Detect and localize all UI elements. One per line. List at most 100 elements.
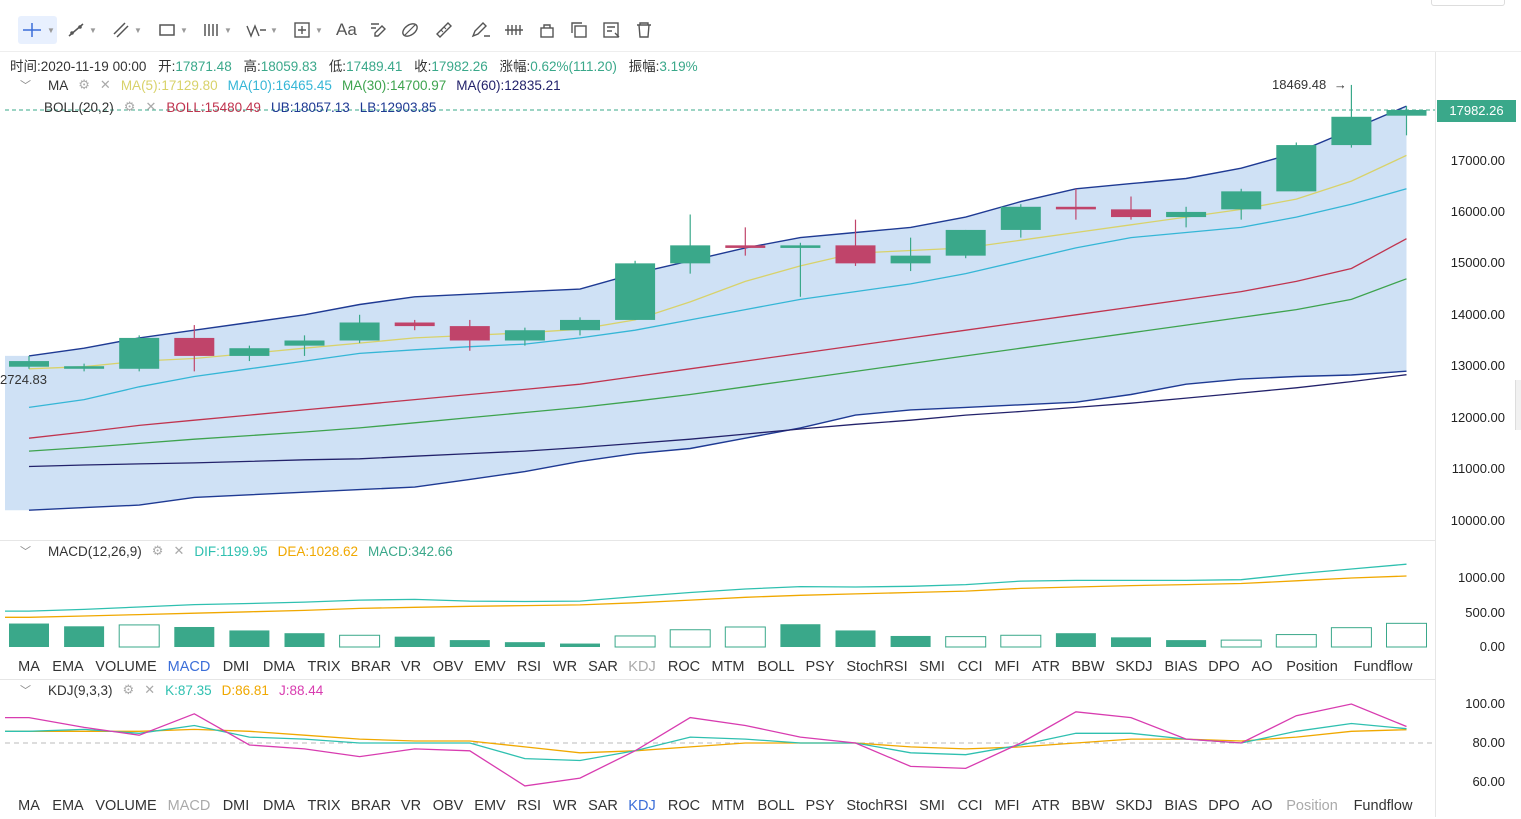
- indicator-tab-skdj[interactable]: SKDJ: [1115, 659, 1153, 675]
- indicator-tab-macd[interactable]: MACD: [167, 798, 211, 814]
- bars-tool[interactable]: ▼: [201, 16, 232, 44]
- pattern-tool[interactable]: [368, 16, 388, 44]
- indicator-tab-atr[interactable]: ATR: [1032, 798, 1060, 814]
- indicator-tab-emv[interactable]: EMV: [474, 659, 506, 675]
- indicator-tab-position[interactable]: Position: [1286, 798, 1338, 814]
- indicator-tab-trix[interactable]: TRIX: [307, 659, 341, 675]
- indicator-tab-roc[interactable]: ROC: [667, 798, 701, 814]
- indicator-tab-position[interactable]: Position: [1286, 659, 1338, 675]
- chart-canvas[interactable]: [0, 52, 1521, 817]
- settings-tool[interactable]: [601, 16, 623, 44]
- indicator-tab-macd[interactable]: MACD: [167, 659, 211, 675]
- indicator-tab-cci[interactable]: CCI: [957, 659, 983, 675]
- indicator-tab-trix[interactable]: TRIX: [307, 798, 341, 814]
- indicator-tab-brar[interactable]: BRAR: [350, 798, 392, 814]
- indicator-tab-volume[interactable]: VOLUME: [95, 659, 157, 675]
- levels-tool[interactable]: [503, 16, 525, 44]
- indicator-tab-dma[interactable]: DMA: [262, 798, 296, 814]
- indicator-tab-dpo[interactable]: DPO: [1208, 798, 1240, 814]
- indicator-tab-obv[interactable]: OBV: [432, 798, 464, 814]
- indicator-tab-smi[interactable]: SMI: [919, 798, 945, 814]
- delete-tool[interactable]: [634, 16, 654, 44]
- close-icon[interactable]: ✕: [173, 543, 185, 558]
- indicator-tab-boll[interactable]: BOLL: [757, 659, 795, 675]
- ruler-icon: [436, 22, 452, 38]
- indicator-tab-obv[interactable]: OBV: [432, 659, 464, 675]
- indicator-tab-kdj[interactable]: KDJ: [628, 659, 656, 675]
- rectangle-tool[interactable]: ▼: [157, 16, 188, 44]
- indicator-tab-bias[interactable]: BIAS: [1164, 798, 1198, 814]
- indicator-tab-ao[interactable]: AO: [1251, 659, 1273, 675]
- kdj-k-line: [5, 722, 1407, 762]
- copy-tool[interactable]: [569, 16, 589, 44]
- indicator-tab-rsi[interactable]: RSI: [516, 798, 542, 814]
- collapse-chevron-icon[interactable]: ﹀: [20, 80, 31, 92]
- gear-icon[interactable]: ⚙: [123, 99, 136, 114]
- collapse-chevron-icon[interactable]: ﹀: [20, 685, 31, 697]
- indicator-tab-atr[interactable]: ATR: [1032, 659, 1060, 675]
- indicator-tab-mtm[interactable]: MTM: [711, 798, 745, 814]
- scroll-handle[interactable]: [1515, 380, 1521, 430]
- boll-value: BOLL:15480.49: [166, 99, 261, 115]
- indicator-tab-psy[interactable]: PSY: [805, 659, 835, 675]
- indicator-tab-wr[interactable]: WR: [552, 659, 578, 675]
- toolbar-dropdown[interactable]: [1431, 0, 1505, 6]
- settings-icon: [603, 22, 620, 38]
- indicator-tab-ma[interactable]: MA: [18, 798, 40, 814]
- indicator-tab-mfi[interactable]: MFI: [994, 659, 1020, 675]
- indicator-tab-ema[interactable]: EMA: [52, 659, 84, 675]
- close-icon[interactable]: ✕: [144, 682, 156, 697]
- indicator-tab-fundflow[interactable]: Fundflow: [1353, 798, 1413, 814]
- indicator-tab-skdj[interactable]: SKDJ: [1115, 798, 1153, 814]
- indicator-tab-sar[interactable]: SAR: [588, 798, 618, 814]
- gear-icon[interactable]: ⚙: [78, 77, 90, 92]
- indicator-tab-vr[interactable]: VR: [400, 798, 422, 814]
- gear-icon[interactable]: ⚙: [122, 682, 135, 697]
- indicator-tab-roc[interactable]: ROC: [667, 659, 701, 675]
- indicator-tab-cci[interactable]: CCI: [957, 798, 983, 814]
- close-icon[interactable]: ✕: [99, 77, 111, 92]
- pen-tool[interactable]: [470, 16, 492, 44]
- indicator-tab-dpo[interactable]: DPO: [1208, 659, 1240, 675]
- indicator-tab-bbw[interactable]: BBW: [1071, 659, 1105, 675]
- indicator-tab-vr[interactable]: VR: [400, 659, 422, 675]
- crosshair-tool[interactable]: ▼: [18, 16, 57, 44]
- indicator-tab-stochrsi[interactable]: StochRSI: [846, 659, 908, 675]
- indicator-tab-wr[interactable]: WR: [552, 798, 578, 814]
- indicator-tab-kdj[interactable]: KDJ: [628, 798, 656, 814]
- indicator-tab-mtm[interactable]: MTM: [711, 659, 745, 675]
- indicator-tab-boll[interactable]: BOLL: [757, 798, 795, 814]
- gear-icon[interactable]: ⚙: [151, 543, 164, 558]
- candle-body: [1000, 206, 1041, 230]
- text-tool[interactable]: Aa: [336, 16, 357, 44]
- indicator-tab-fundflow[interactable]: Fundflow: [1353, 659, 1413, 675]
- indicator-tab-ma[interactable]: MA: [18, 659, 40, 675]
- indicator-tab-bbw[interactable]: BBW: [1071, 798, 1105, 814]
- indicator-tab-smi[interactable]: SMI: [919, 659, 945, 675]
- close-icon[interactable]: ✕: [145, 99, 157, 114]
- indicator-tab-emv[interactable]: EMV: [474, 798, 506, 814]
- macd-histogram-bar: [780, 624, 821, 647]
- indicator-tab-dma[interactable]: DMA: [262, 659, 296, 675]
- indicator-tab-dmi[interactable]: DMI: [222, 659, 250, 675]
- magnet-tool[interactable]: [400, 16, 420, 44]
- indicator-tab-stochrsi[interactable]: StochRSI: [846, 798, 908, 814]
- lock-tool[interactable]: [537, 16, 557, 44]
- candle-body: [780, 245, 821, 248]
- parallel-tool[interactable]: ▼: [111, 16, 142, 44]
- indicator-tab-brar[interactable]: BRAR: [350, 659, 392, 675]
- indicator-tab-dmi[interactable]: DMI: [222, 798, 250, 814]
- indicator-tab-rsi[interactable]: RSI: [516, 659, 542, 675]
- indicator-tab-ao[interactable]: AO: [1251, 798, 1273, 814]
- trendline-tool[interactable]: ▼: [66, 16, 97, 44]
- indicator-tab-psy[interactable]: PSY: [805, 798, 835, 814]
- indicator-tab-volume[interactable]: VOLUME: [95, 798, 157, 814]
- measure-tool[interactable]: ▼: [292, 16, 323, 44]
- indicator-tab-ema[interactable]: EMA: [52, 798, 84, 814]
- indicator-tab-bias[interactable]: BIAS: [1164, 659, 1198, 675]
- indicator-tab-mfi[interactable]: MFI: [994, 798, 1020, 814]
- indicator-tab-sar[interactable]: SAR: [588, 659, 618, 675]
- ruler-tool[interactable]: [434, 16, 454, 44]
- wave-tool[interactable]: ▼: [245, 16, 278, 44]
- collapse-chevron-icon[interactable]: ﹀: [20, 546, 31, 558]
